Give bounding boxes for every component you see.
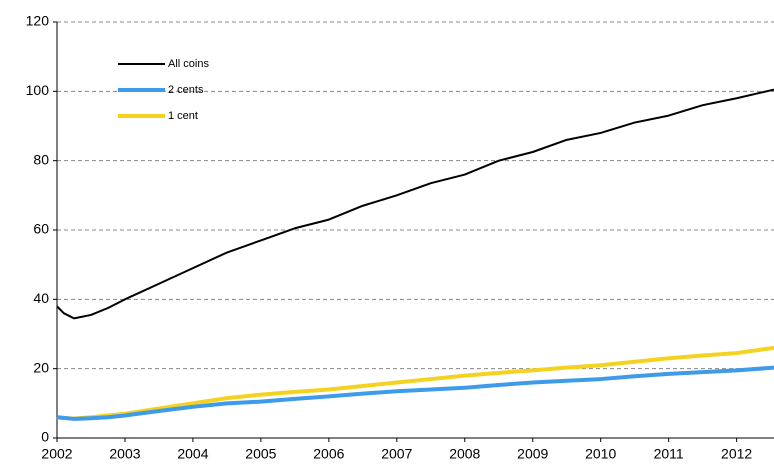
x-tick-label: 2002 bbox=[41, 446, 72, 462]
x-tick-label: 2005 bbox=[245, 446, 276, 462]
series-line bbox=[56, 345, 774, 421]
x-tick-label: 2003 bbox=[109, 446, 140, 462]
legend-text: 2 cents bbox=[168, 84, 204, 96]
y-tick-label: 0 bbox=[41, 429, 49, 445]
series-line bbox=[56, 365, 774, 421]
x-tick-label: 2012 bbox=[721, 446, 752, 462]
legend-text: All coins bbox=[168, 58, 209, 70]
x-tick-label: 2004 bbox=[177, 446, 208, 462]
y-tick-label: 60 bbox=[33, 221, 49, 237]
y-tick-label: 20 bbox=[33, 359, 49, 375]
y-tick-label: 80 bbox=[33, 151, 49, 167]
x-tick-label: 2006 bbox=[313, 446, 344, 462]
x-tick-label: 2010 bbox=[585, 446, 616, 462]
y-tick-label: 120 bbox=[26, 13, 50, 29]
x-tick-label: 2011 bbox=[654, 446, 684, 462]
x-tick-label: 2007 bbox=[381, 446, 412, 462]
x-tick-label: 2008 bbox=[449, 446, 480, 462]
y-tick-label: 100 bbox=[26, 82, 50, 98]
x-tick-label: 2009 bbox=[517, 446, 548, 462]
y-tick-label: 40 bbox=[33, 290, 49, 306]
legend-text: 1 cent bbox=[168, 110, 198, 122]
series-line bbox=[56, 88, 774, 320]
